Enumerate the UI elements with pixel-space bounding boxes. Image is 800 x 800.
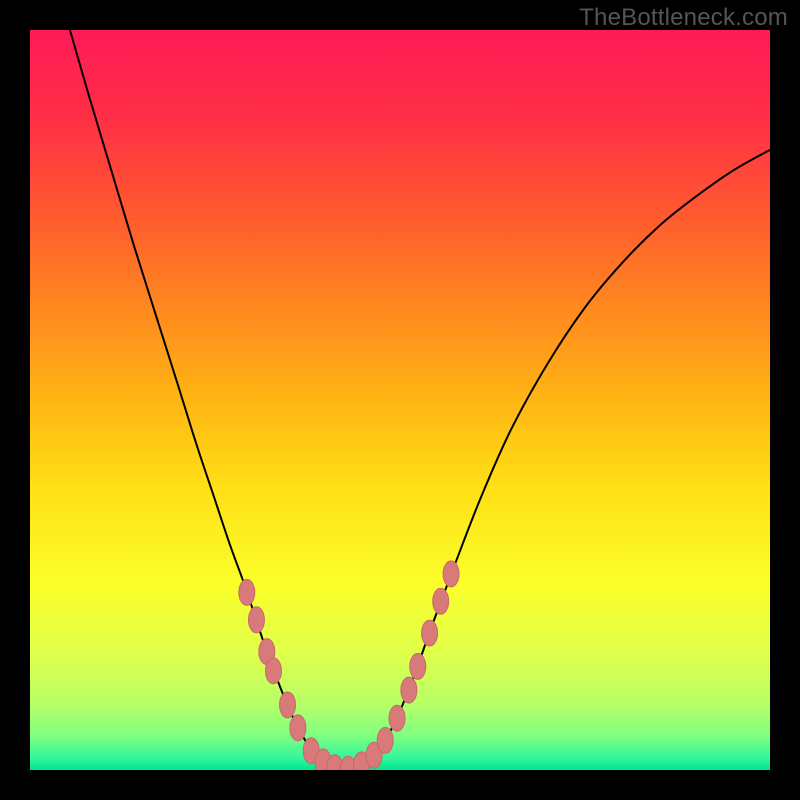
marker-dot bbox=[248, 607, 264, 633]
marker-dot bbox=[401, 677, 417, 703]
marker-dot bbox=[443, 561, 459, 587]
chart-svg bbox=[30, 30, 770, 770]
marker-dot bbox=[433, 588, 449, 614]
marker-dot bbox=[389, 705, 405, 731]
marker-dot bbox=[410, 653, 426, 679]
marker-dot bbox=[422, 620, 438, 646]
gradient-background bbox=[30, 30, 770, 770]
marker-dot bbox=[265, 658, 281, 684]
marker-dot bbox=[290, 715, 306, 741]
marker-dot bbox=[239, 579, 255, 605]
chart-frame: TheBottleneck.com bbox=[0, 0, 800, 800]
marker-dot bbox=[377, 727, 393, 753]
marker-dot bbox=[280, 692, 296, 718]
watermark-text: TheBottleneck.com bbox=[579, 4, 788, 32]
plot-area bbox=[30, 30, 770, 770]
